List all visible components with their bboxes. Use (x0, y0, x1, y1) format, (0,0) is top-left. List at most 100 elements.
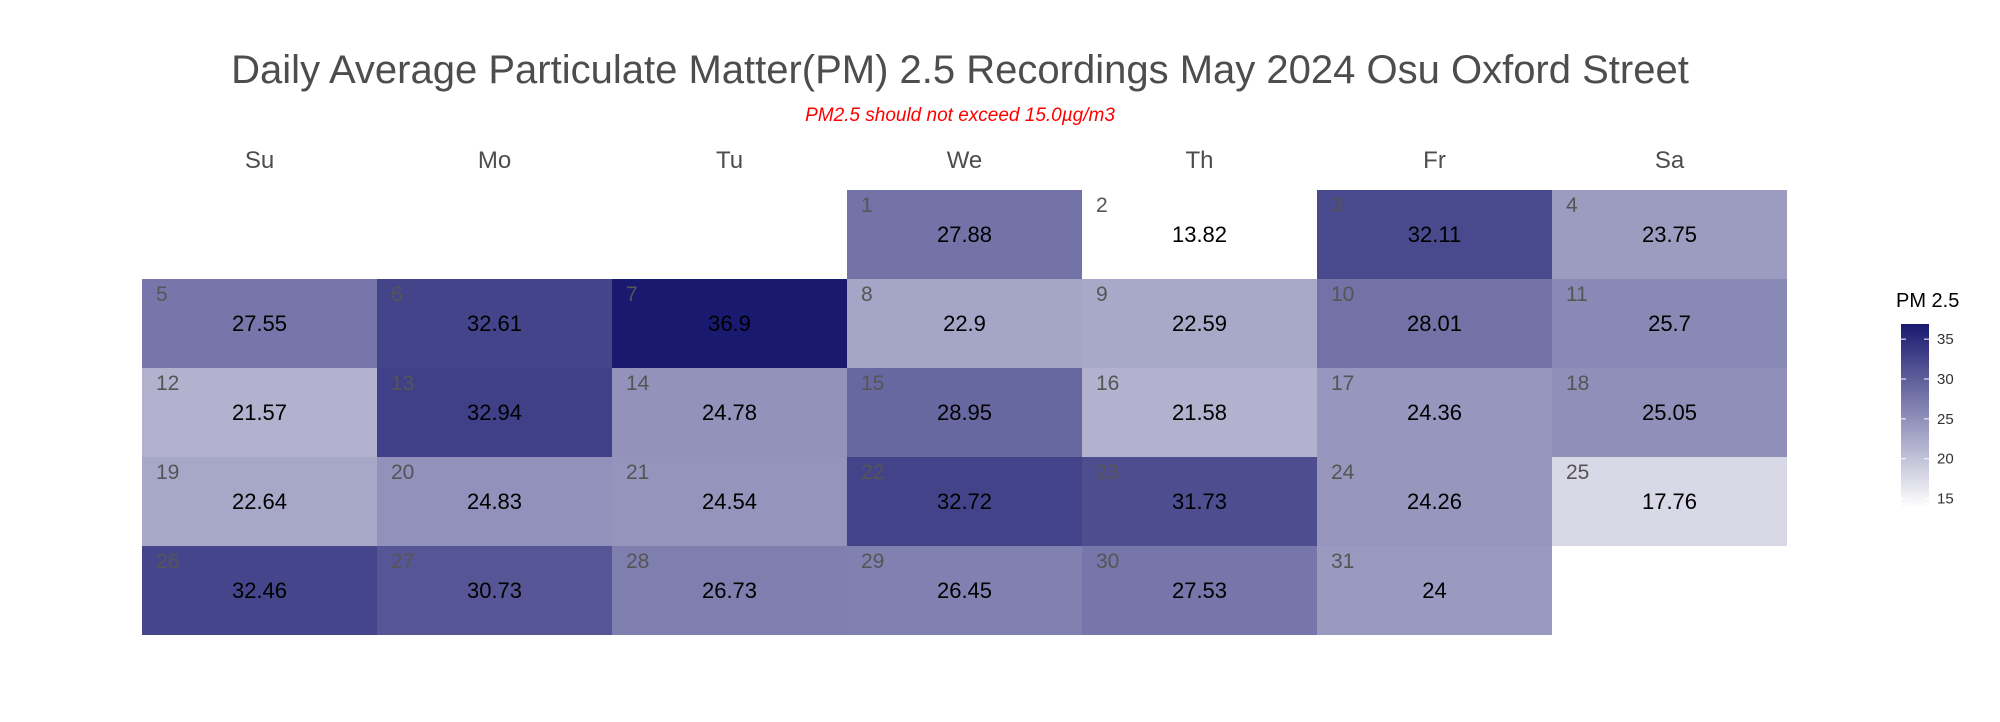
day-number: 18 (1566, 372, 1589, 395)
value-label: 28.01 (1407, 311, 1462, 336)
value-label: 21.57 (232, 400, 287, 425)
value-label: 22.64 (232, 489, 287, 514)
day-number: 28 (626, 550, 649, 573)
weekday-header: Mo (478, 147, 511, 174)
heat-cell (1552, 279, 1787, 368)
legend-tick-label: 35 (1937, 331, 1954, 348)
heat-cell (847, 279, 1082, 368)
heat-cell (847, 368, 1082, 457)
day-number: 2 (1096, 194, 1108, 217)
legend-tick-label: 20 (1937, 451, 1954, 468)
value-label: 24.54 (702, 489, 757, 514)
calendar-cell: 822.9 (847, 279, 1082, 368)
value-label: 24.78 (702, 400, 757, 425)
day-number: 15 (861, 372, 884, 395)
calendar-cell: 213.82 (1082, 190, 1317, 279)
heat-cell (847, 546, 1082, 635)
value-label: 31.73 (1172, 489, 1227, 514)
heat-cell (377, 368, 612, 457)
calendar-cell: 26 32.46 (142, 546, 377, 635)
day-number: 31 (1331, 550, 1354, 573)
value-label: 32.11 (1408, 222, 1461, 247)
day-number: 6 (391, 283, 403, 306)
value-label: 32.61 (467, 311, 522, 336)
value-label: 28.95 (937, 400, 992, 425)
day-number: 1 (861, 194, 873, 217)
heat-cell (1082, 457, 1317, 546)
heat-cell (1552, 457, 1787, 546)
color-legend: 15 20 25 30 35 (1901, 324, 1954, 508)
calendar-cell: 13 32.94 (377, 368, 612, 457)
value-label: 24.83 (467, 489, 522, 514)
heat-cell (142, 279, 377, 368)
value-label: 27.88 (937, 222, 992, 247)
value-label: 22.9 (943, 311, 986, 336)
value-label: 23.75 (1642, 222, 1697, 247)
heat-cell (1082, 279, 1317, 368)
day-number: 25 (1566, 461, 1589, 484)
calendar-cell: 632.61 (377, 279, 612, 368)
value-label: 17.76 (1642, 489, 1697, 514)
day-number: 5 (156, 283, 168, 306)
day-number: 21 (626, 461, 649, 484)
calendar-cell: 11 25.7 (1552, 279, 1787, 368)
calendar-cell: 17 24.36 (1317, 368, 1552, 457)
calendar-cell: 332.11 (1317, 190, 1552, 279)
day-number: 20 (391, 461, 414, 484)
day-number: 3 (1331, 194, 1343, 217)
heat-cell (1317, 546, 1552, 635)
value-label: 32.94 (467, 400, 522, 425)
heat-cell (612, 457, 847, 546)
day-number: 22 (861, 461, 884, 484)
weekday-header: Tu (716, 147, 743, 174)
calendar-cell: 30 27.53 (1082, 546, 1317, 635)
day-number: 14 (626, 372, 650, 395)
weekday-header: Su (245, 147, 274, 174)
calendar-cell: 20 24.83 (377, 457, 612, 546)
legend-tick-label: 30 (1937, 371, 1954, 388)
chart-subtitle: PM2.5 should not exceed 15.0µg/m3 (805, 105, 1115, 126)
legend-tick-label: 25 (1937, 411, 1954, 428)
day-number: 16 (1096, 372, 1119, 395)
heat-cell (1552, 368, 1787, 457)
value-label: 32.72 (937, 489, 992, 514)
calendar-cell: 22 32.72 (847, 457, 1082, 546)
day-number: 27 (391, 550, 414, 573)
heat-cell (377, 457, 612, 546)
heat-cell (377, 279, 612, 368)
value-label: 36.9 (708, 311, 751, 336)
legend-colorbar (1901, 324, 1929, 508)
calendar-cell: 28 26.73 (612, 546, 847, 635)
value-label: 26.73 (702, 578, 757, 603)
calendar-cell: 23 31.73 (1082, 457, 1317, 546)
calendar-cell: 18 25.05 (1552, 368, 1787, 457)
heat-cell (847, 457, 1082, 546)
weekday-header: Sa (1655, 147, 1685, 174)
day-number: 23 (1096, 461, 1119, 484)
weekday-header: Th (1185, 147, 1213, 174)
heat-cell (1082, 368, 1317, 457)
value-label: 27.55 (232, 311, 287, 336)
chart-title: Daily Average Particulate Matter(PM) 2.5… (231, 48, 1689, 92)
calendar-cells: 127.88213.82332.11423.75527.55632.61736.… (142, 190, 1787, 635)
calendar-cell: 922.59 (1082, 279, 1317, 368)
weekday-header: We (947, 147, 983, 174)
heat-cell (612, 546, 847, 635)
value-label: 13.82 (1172, 222, 1227, 247)
value-label: 32.46 (232, 578, 287, 603)
calendar-cell: 31 24 (1317, 546, 1552, 635)
heat-cell (142, 457, 377, 546)
legend-title: PM 2.5 (1896, 290, 1960, 312)
day-number: 19 (156, 461, 179, 484)
calendar-cell: 423.75 (1552, 190, 1787, 279)
day-number: 26 (156, 550, 179, 573)
heat-cell (377, 546, 612, 635)
calendar-cell: 15 28.95 (847, 368, 1082, 457)
day-number: 29 (861, 550, 884, 573)
day-number: 24 (1331, 461, 1355, 484)
calendar-cell: 12 21.57 (142, 368, 377, 457)
day-number: 12 (156, 372, 179, 395)
weekday-header: Fr (1423, 147, 1446, 174)
calendar-cell: 21 24.54 (612, 457, 847, 546)
heat-cell (1317, 279, 1552, 368)
